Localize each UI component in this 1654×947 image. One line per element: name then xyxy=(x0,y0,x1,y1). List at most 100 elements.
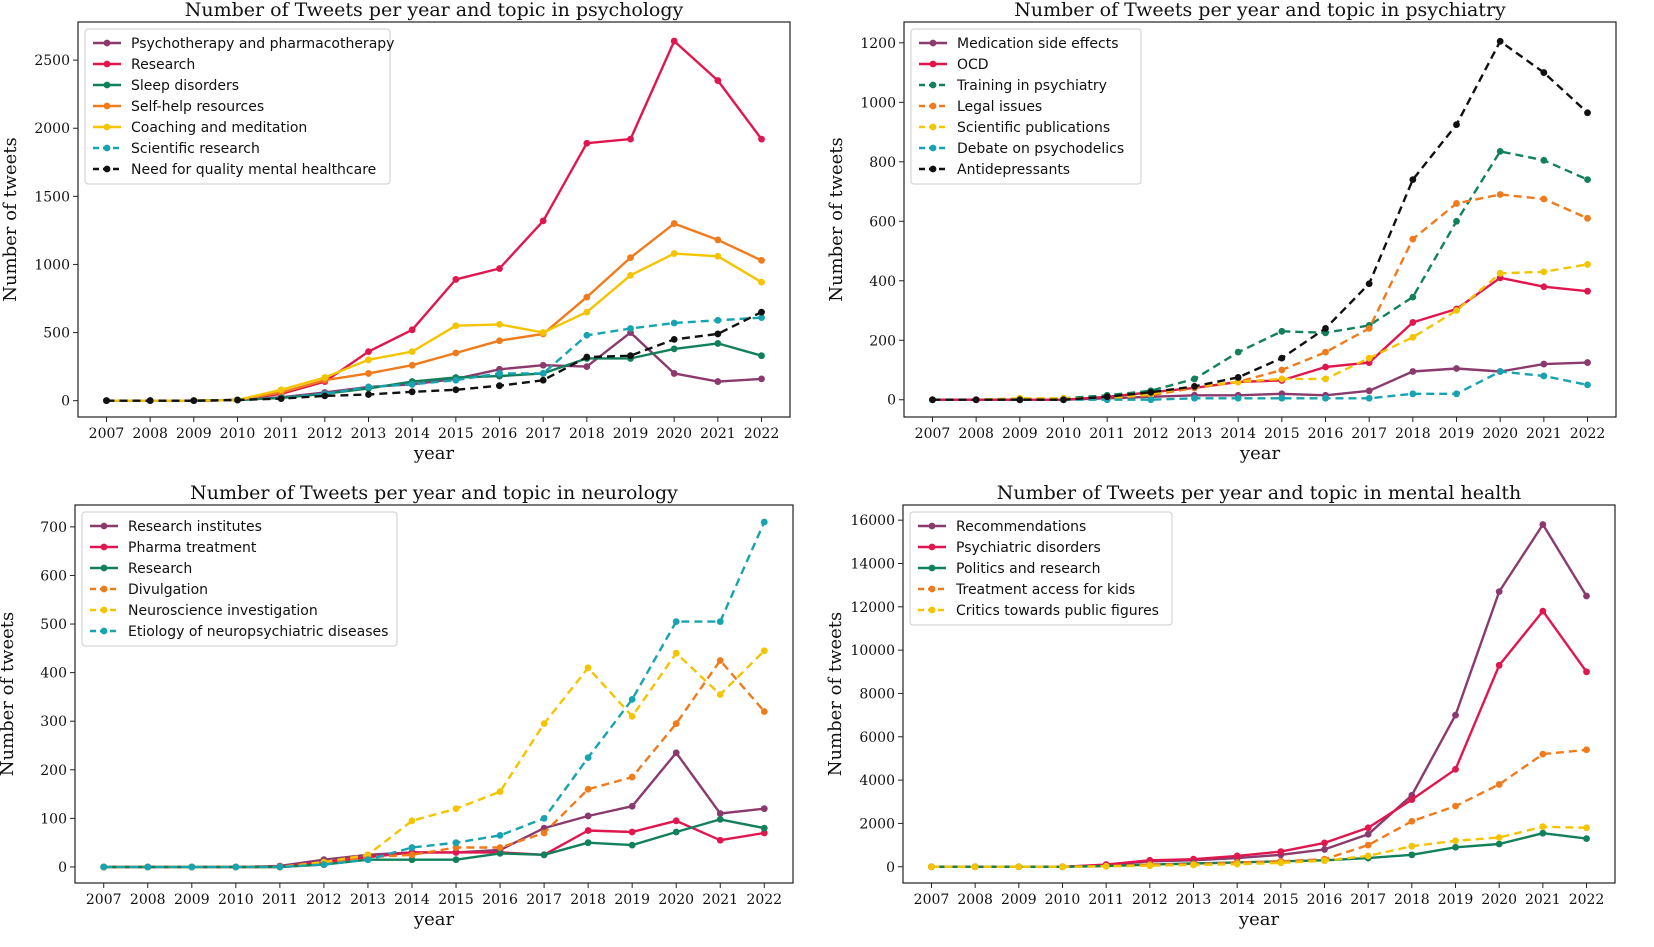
data-point xyxy=(408,388,416,396)
data-point xyxy=(1321,857,1328,865)
y-tick-label: 10000 xyxy=(850,643,895,659)
data-point xyxy=(408,851,416,859)
data-point xyxy=(496,337,503,345)
data-point xyxy=(1495,588,1503,596)
data-point xyxy=(583,308,591,316)
data-point xyxy=(670,37,678,45)
data-point xyxy=(540,851,548,859)
data-point xyxy=(1278,366,1286,374)
x-tick-label: 2013 xyxy=(1177,426,1213,442)
data-point xyxy=(670,335,678,343)
y-tick-label: 1500 xyxy=(34,189,70,205)
chart-3: Number of Tweets per year and topic in n… xyxy=(0,482,794,930)
series-3 xyxy=(103,340,765,405)
y-tick-label: 700 xyxy=(40,520,67,536)
legend-item: Treatment access for kids xyxy=(918,582,1135,598)
x-tick-label: 2010 xyxy=(1046,426,1082,442)
data-point xyxy=(1364,830,1372,838)
legend-label: Research institutes xyxy=(128,519,262,535)
data-point xyxy=(1453,200,1460,207)
series-line xyxy=(932,263,1588,401)
x-tick-label: 2008 xyxy=(132,426,168,442)
data-point xyxy=(452,386,460,394)
data-point xyxy=(583,331,591,339)
data-point xyxy=(1278,394,1286,402)
data-point xyxy=(672,828,680,836)
data-point xyxy=(1234,348,1242,356)
data-point xyxy=(670,250,678,257)
x-tick-label: 2007 xyxy=(86,892,122,908)
x-tick-label: 2021 xyxy=(702,892,738,908)
data-point xyxy=(628,712,636,720)
x-tick-label: 2021 xyxy=(1526,426,1562,442)
legend-item: Critics towards public figures xyxy=(918,603,1159,619)
data-point xyxy=(1365,394,1373,402)
data-point xyxy=(1452,802,1459,810)
data-point xyxy=(714,77,722,84)
data-point xyxy=(1103,393,1111,401)
y-tick-label: 0 xyxy=(58,860,67,876)
legend-marker xyxy=(928,543,936,551)
legend-item: OCD xyxy=(919,57,989,73)
data-point xyxy=(1583,824,1590,832)
data-point xyxy=(1496,191,1504,198)
y-axis-label: Number of tweets xyxy=(826,137,847,302)
x-tick-label: 2020 xyxy=(1481,892,1517,908)
data-point xyxy=(672,649,680,657)
data-point xyxy=(364,851,372,859)
data-point xyxy=(760,518,768,526)
data-point xyxy=(539,376,547,384)
x-axis-label: year xyxy=(413,909,455,930)
data-point xyxy=(1539,829,1547,837)
plot-frame xyxy=(902,504,1616,884)
y-tick-label: 0 xyxy=(886,860,895,876)
y-tick-label: 0 xyxy=(887,393,896,409)
data-point xyxy=(583,363,591,371)
data-point xyxy=(758,314,765,321)
y-tick-label: 600 xyxy=(869,214,896,230)
x-tick-label: 2007 xyxy=(915,426,951,442)
data-point xyxy=(1234,394,1242,402)
data-point xyxy=(1540,69,1548,76)
legend-label: Scientific publications xyxy=(957,120,1110,136)
legend-marker xyxy=(100,585,108,593)
data-point xyxy=(103,397,110,405)
x-tick-label: 2017 xyxy=(1351,426,1387,442)
data-point xyxy=(1102,862,1110,870)
legend-label: Scientific research xyxy=(131,141,260,157)
data-point xyxy=(1539,823,1547,831)
legend-label: Psychiatric disorders xyxy=(956,540,1101,556)
data-point xyxy=(627,135,634,143)
data-point xyxy=(1233,852,1241,860)
legend-label: Research xyxy=(128,561,192,577)
data-point xyxy=(1539,750,1547,758)
legend-label: Medication side effects xyxy=(957,36,1119,52)
data-point xyxy=(714,330,722,338)
data-point xyxy=(408,326,416,334)
data-point xyxy=(627,271,634,279)
series-6 xyxy=(100,518,768,871)
data-point xyxy=(672,817,680,825)
data-point xyxy=(234,396,241,404)
legend-label: Recommendations xyxy=(956,519,1086,535)
data-point xyxy=(670,370,678,377)
data-point xyxy=(1452,837,1459,845)
x-tick-label: 2011 xyxy=(263,426,299,442)
data-point xyxy=(670,345,678,353)
x-tick-label: 2022 xyxy=(1569,892,1605,908)
series-line xyxy=(106,342,762,402)
legend-item: Scientific research xyxy=(93,141,260,157)
data-point xyxy=(584,812,592,820)
data-point xyxy=(760,829,768,837)
x-tick-label: 2007 xyxy=(89,426,125,442)
y-tick-label: 2000 xyxy=(34,121,70,137)
data-point xyxy=(1452,765,1459,773)
series-line xyxy=(932,40,1589,401)
chart-2: Number of Tweets per year and topic in p… xyxy=(826,0,1617,464)
series-line xyxy=(931,609,1588,868)
data-point xyxy=(971,863,979,871)
x-tick-label: 2011 xyxy=(1089,426,1125,442)
data-point xyxy=(1495,661,1503,669)
data-point xyxy=(1322,375,1329,383)
